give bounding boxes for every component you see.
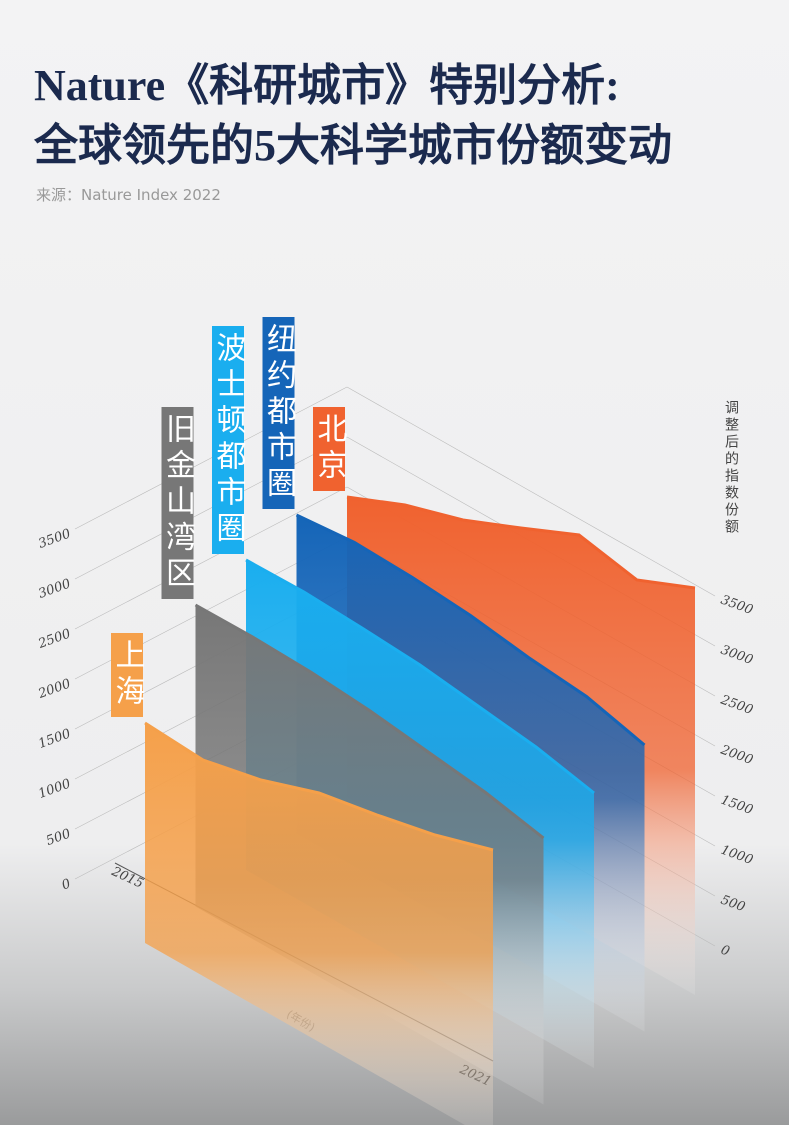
subtitle: 全球领先的5大科学城市份额变动	[33, 120, 672, 170]
series-line	[346, 495, 696, 590]
y-axis-label: 调整后的指数份额	[723, 400, 739, 536]
legend-label: 纽约都市圈	[261, 323, 297, 503]
legend-box	[161, 407, 194, 599]
legend-label: 波士顿都市圈	[211, 332, 247, 548]
legend-box	[111, 633, 143, 717]
legend-label: 旧金山湾区	[160, 413, 196, 593]
series-line	[245, 558, 595, 795]
title: Nature《科研城市》特别分析:	[34, 61, 620, 110]
legend-box	[313, 407, 345, 491]
series-line	[295, 513, 646, 747]
grid-line	[74, 386, 348, 530]
grid-line	[346, 386, 716, 597]
series-line	[144, 721, 494, 852]
area-fill	[145, 723, 493, 1125]
legend-box	[262, 317, 295, 509]
grid-line	[74, 486, 348, 630]
grid-line	[74, 436, 348, 580]
legend-label: 上海	[110, 639, 145, 711]
legend-box	[212, 326, 244, 554]
source: 来源：Nature Index 2022	[36, 186, 221, 204]
plot: 0050050010001000150015002000200025002500…	[36, 317, 755, 1125]
series-line	[194, 603, 545, 840]
legend-label: 北京	[312, 413, 347, 485]
